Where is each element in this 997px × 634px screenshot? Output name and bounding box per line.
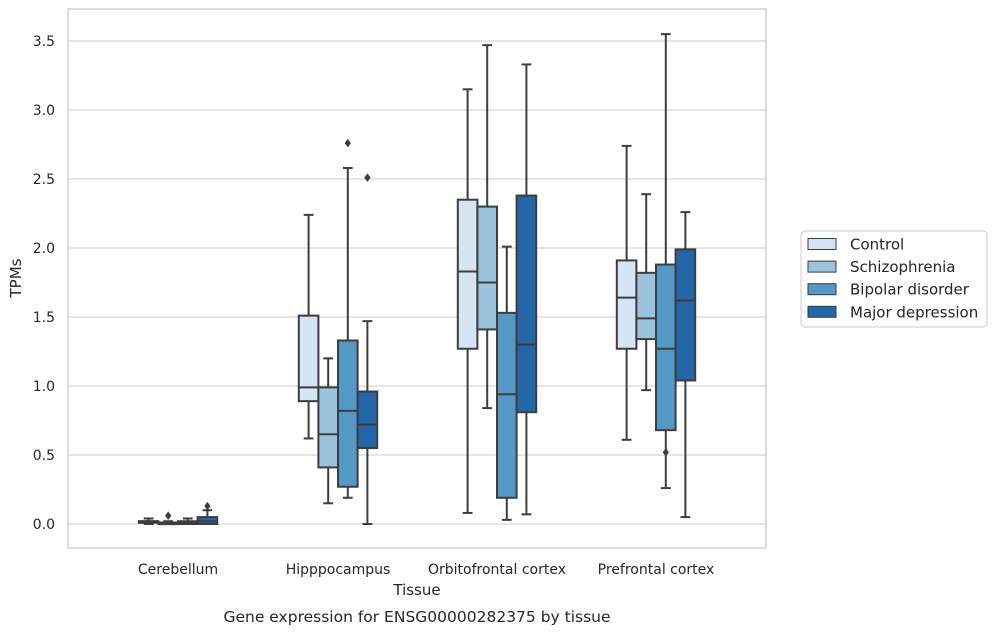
box-rect <box>456 198 479 350</box>
legend-label: Major depression <box>850 303 978 321</box>
box-rect <box>635 271 658 341</box>
legend-swatch <box>807 238 837 250</box>
x-axis-label: Tissue <box>392 581 440 599</box>
outlier-point <box>364 173 371 182</box>
box-mark <box>177 517 199 525</box>
box-mark <box>297 213 320 440</box>
legend-item: Bipolar disorder <box>807 281 970 299</box>
legend-swatch <box>807 283 837 296</box>
legend-label: Schizophrenia <box>850 258 955 276</box>
legend-swatch <box>807 305 837 318</box>
gridlines <box>68 40 766 525</box>
box-rect <box>515 194 538 414</box>
legend-swatch <box>807 260 837 273</box>
series-major-depression <box>196 63 697 525</box>
box-mark <box>137 517 160 525</box>
box-rect <box>674 248 697 382</box>
box-mark <box>496 245 518 521</box>
box-rect <box>337 339 359 488</box>
box-rect <box>496 311 518 499</box>
x-tick-labels: Cerebellum Hipppocampus Orbitofrontal cort… <box>138 562 714 578</box>
outlier-point <box>662 448 669 457</box>
legend-label: Control <box>850 236 904 254</box>
x-tick-label: Cerebellum <box>138 562 218 578</box>
legend-label: Bipolar disorder <box>850 281 970 299</box>
outlier-point <box>204 501 211 511</box>
box-mark <box>515 63 538 516</box>
box-rect <box>356 390 379 450</box>
y-tick-label: 3.0 <box>33 103 55 119</box>
box-mark <box>356 173 379 525</box>
box-mark <box>317 357 339 505</box>
outlier-point <box>165 511 172 520</box>
x-tick-label: Prefrontal cortex <box>598 562 715 578</box>
box-mark <box>456 88 479 514</box>
outlier-point <box>344 138 351 148</box>
box-mark <box>337 138 359 499</box>
y-tick-label: 0.0 <box>33 517 55 533</box>
y-tick-label: 3.5 <box>33 34 55 50</box>
box-rect <box>655 263 677 432</box>
box-mark <box>655 33 677 490</box>
legend-item: Major depression <box>807 303 978 321</box>
y-tick-label: 0.5 <box>33 448 55 464</box>
series-schizophrenia <box>157 44 658 526</box>
legend: Control Schizophrenia Bipolar disorder Majo… <box>800 230 988 328</box>
box-mark <box>615 144 638 441</box>
y-tick-label: 2.5 <box>33 172 55 188</box>
box-mark <box>157 511 179 526</box>
box-rect <box>615 259 638 350</box>
box-mark <box>674 211 697 519</box>
box-rect <box>476 205 498 331</box>
legend-item: Control <box>807 236 904 254</box>
box-mark <box>476 44 498 410</box>
box-mark <box>635 193 658 392</box>
legend-item: Schizophrenia <box>807 258 955 276</box>
y-tick-label: 2.0 <box>33 241 55 257</box>
y-tick-labels: 0.0 0.5 1.0 1.5 2.0 2.5 3.0 3.5 <box>33 34 55 533</box>
box-rect <box>297 314 320 403</box>
box-mark <box>196 501 219 525</box>
series-bipolar-disorder <box>177 33 677 525</box>
series-control <box>137 88 638 525</box>
y-axis-label: TPMs <box>7 258 25 298</box>
chart-caption: Gene expression for ENSG00000282375 by t… <box>223 608 610 626</box>
x-tick-label: Hipppocampus <box>286 562 391 578</box>
boxplot-series <box>137 33 697 526</box>
plot-frame <box>67 8 767 549</box>
y-tick-label: 1.5 <box>33 310 55 326</box>
box-rect <box>317 386 339 469</box>
y-tick-label: 1.0 <box>33 379 55 395</box>
legend-frame <box>800 230 988 328</box>
x-tick-label: Orbitofrontal cortex <box>428 562 566 578</box>
